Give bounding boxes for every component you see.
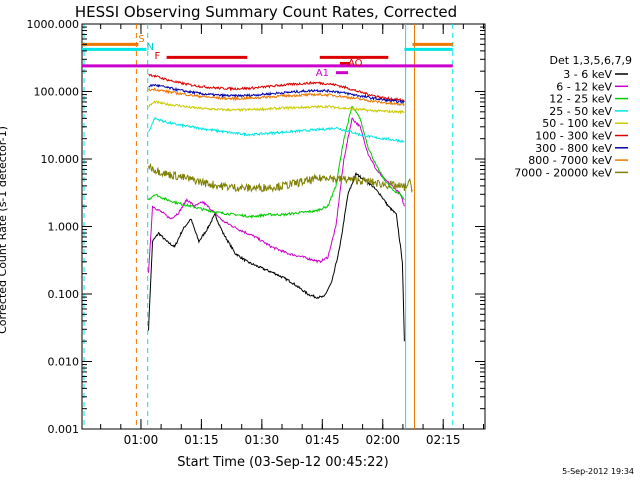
legend-entry-label: 3 - 6 keV (563, 68, 612, 81)
legend-entry-label: 300 - 800 keV (535, 142, 612, 155)
status-bars (82, 42, 453, 75)
legend-entry-label: 6 - 12 keV (556, 80, 612, 93)
annotation-labels: SNF AO A1 (138, 34, 362, 79)
y-tick-label: 1.000 (48, 221, 80, 234)
series-line (148, 73, 405, 102)
y-tick-label: 100.000 (34, 86, 80, 99)
legend-entry-label: 100 - 300 keV (535, 130, 612, 143)
footer-date: 5-Sep-2012 19:34 (562, 467, 634, 476)
x-tick-label: 02:15 (426, 433, 461, 447)
legend-entry-label: 7000 - 20000 keV (514, 166, 612, 179)
annotation-label: N (146, 42, 153, 53)
legend-entry-label: 50 - 100 keV (542, 117, 612, 130)
legend-title: Det 1,3,5,6,7,9 (549, 54, 632, 67)
y-axis: 0.001 0.010 0.100 1.000 10.000 100.000 1000.00… (27, 18, 485, 436)
series-line (148, 163, 413, 194)
series-lines (148, 73, 413, 342)
x-tick-label: 01:15 (184, 433, 219, 447)
x-tick-label: 01:45 (305, 433, 340, 447)
x-tick-label: 02:00 (365, 433, 400, 447)
series-line (148, 116, 405, 144)
y-tick-label: 10.000 (41, 153, 80, 166)
series-line (148, 171, 405, 342)
legend-entry-label: 800 - 7000 keV (528, 154, 612, 167)
series-line (148, 105, 405, 220)
y-tick-label: 0.100 (48, 288, 80, 301)
series-line (148, 87, 405, 107)
legend-entry-label: 25 - 50 keV (549, 105, 612, 118)
x-tick-label: 01:00 (124, 433, 159, 447)
series-line (148, 117, 405, 273)
y-axis-label: Corrected Count Rate (s-1 detector-1) (0, 126, 9, 334)
annotation-label: F (155, 51, 161, 62)
y-tick-label: 0.001 (48, 423, 80, 436)
x-axis-label: Start Time (03-Sep-12 00:45:22) (177, 455, 388, 470)
annotation-label: AO (348, 58, 363, 69)
annotation-label: S (138, 34, 144, 45)
x-axis: 01:00 01:15 01:30 01:45 02:00 02:15 (100, 24, 485, 447)
chart-title: HESSI Observing Summary Count Rates, Cor… (75, 3, 457, 21)
series-line (148, 83, 405, 105)
annotation-label: A1 (316, 68, 329, 79)
y-tick-label: 0.010 (48, 356, 80, 369)
legend-entry-label: 12 - 25 keV (549, 93, 612, 106)
y-tick-label: 1000.000 (27, 18, 80, 31)
x-tick-label: 01:30 (245, 433, 280, 447)
series-line (148, 100, 405, 115)
